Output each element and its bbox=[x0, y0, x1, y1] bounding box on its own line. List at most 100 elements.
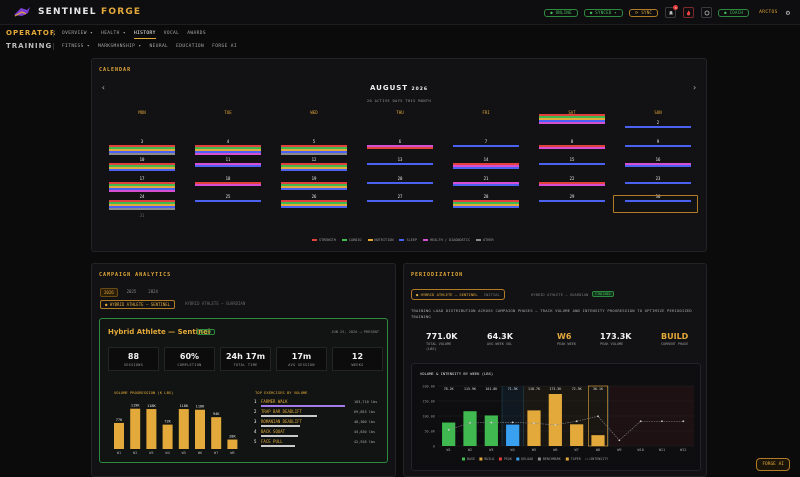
campaign-chip-guardian[interactable]: HYBRID ATHLETE — GUARDIAN bbox=[185, 301, 246, 306]
campaign-selector-sentinel[interactable]: ● HYBRID ATHLETE — SENTINEL INITIAL bbox=[411, 289, 505, 300]
tab-awards[interactable]: AWARDS bbox=[187, 30, 206, 36]
brand[interactable]: SENTINEL FORGE bbox=[12, 5, 141, 19]
volume-bar[interactable] bbox=[130, 408, 141, 449]
sync-button[interactable]: ⟳ SYNC bbox=[628, 8, 659, 17]
activity-bar bbox=[367, 163, 433, 165]
tab-education[interactable]: EDUCATION bbox=[176, 43, 205, 49]
volume-bar[interactable] bbox=[162, 424, 173, 449]
legend-label: TAPER bbox=[571, 457, 581, 461]
intensity-point bbox=[661, 420, 663, 423]
calendar-day-25[interactable]: 25 bbox=[225, 194, 231, 199]
calendar-day-6[interactable]: 6 bbox=[398, 139, 402, 144]
tab-history[interactable]: HISTORY bbox=[133, 30, 156, 39]
calendar-day-18[interactable]: 18 bbox=[225, 176, 231, 181]
volume-bar[interactable] bbox=[195, 409, 205, 449]
calendar-day-31[interactable]: 31 bbox=[139, 213, 145, 218]
calendar-day-2[interactable]: 2 bbox=[656, 120, 660, 125]
tab-forge-ai[interactable]: FORGE AI bbox=[212, 43, 238, 49]
week-tick-label: W6 bbox=[198, 451, 202, 455]
exercise-row[interactable]: 3 ROMANIAN DEADLIFT bbox=[254, 419, 302, 424]
activity-bar bbox=[109, 188, 175, 190]
tab-health[interactable]: HEALTH ▾ bbox=[101, 30, 126, 36]
calendar-day-11[interactable]: 11 bbox=[225, 157, 231, 162]
activity-bar bbox=[109, 190, 175, 192]
calendar-day-17[interactable]: 17 bbox=[139, 176, 145, 181]
week-tick-label: W4 bbox=[165, 451, 169, 455]
campaign-card[interactable]: Hybrid Athlete — Sentinel ACTIVE JUN 25,… bbox=[99, 318, 388, 463]
calendar-day-28[interactable]: 28 bbox=[483, 194, 489, 199]
exercise-rank: 3 bbox=[254, 419, 257, 424]
calendar-day-29[interactable]: 29 bbox=[569, 194, 575, 199]
calendar-day-24[interactable]: 24 bbox=[139, 194, 145, 199]
calendar-day-8[interactable]: 8 bbox=[570, 139, 574, 144]
gear-icon[interactable]: ⚙ bbox=[785, 8, 790, 17]
calendar-day-9[interactable]: 9 bbox=[656, 139, 660, 144]
coach-status[interactable]: ● COACH bbox=[718, 8, 750, 17]
top-bar: SENTINEL FORGE ● ONLINE ● SYNCED ▾ ⟳ SYN… bbox=[0, 0, 800, 25]
year-tab-2024[interactable]: 2024 bbox=[148, 289, 158, 294]
calendar-day-30[interactable]: 30 bbox=[655, 194, 661, 199]
campaign-selector-guardian[interactable]: HYBRID ATHLETE — GUARDIAN FINISHED bbox=[531, 291, 614, 297]
intensity-point bbox=[511, 421, 514, 424]
volume-bar bbox=[506, 424, 520, 446]
calendar-day-21[interactable]: 21 bbox=[483, 176, 489, 181]
calendar-day-15[interactable]: 15 bbox=[569, 157, 575, 162]
activity-bar bbox=[109, 208, 175, 210]
bell-icon[interactable]: 3 bbox=[665, 5, 679, 18]
week-tick-label: W1 bbox=[447, 448, 451, 452]
online-status[interactable]: ● ONLINE bbox=[544, 8, 578, 17]
exercise-row[interactable]: 2 TRAP BAR DEADLIFT bbox=[254, 409, 302, 414]
calendar-day-16[interactable]: 16 bbox=[655, 157, 661, 162]
calendar-day-23[interactable]: 23 bbox=[655, 176, 661, 181]
y-tick-label: 150.0K bbox=[422, 399, 436, 403]
calendar-day-26[interactable]: 26 bbox=[311, 194, 317, 199]
calendar-day-27[interactable]: 27 bbox=[397, 194, 403, 199]
volume-bar[interactable] bbox=[146, 409, 157, 449]
activity-bar bbox=[109, 149, 175, 151]
volume-bar[interactable] bbox=[178, 409, 189, 449]
user-name[interactable]: ARCTOS bbox=[759, 10, 778, 15]
exercise-row[interactable]: 1 FARMER WALK bbox=[254, 399, 288, 404]
calendar-day-7[interactable]: 7 bbox=[484, 139, 488, 144]
volume-intensity-chart: 200.0K 150.0K 100.0K 50.0K 0 78.2K 115.9K 101.8… bbox=[422, 384, 694, 461]
exercise-row[interactable]: 5 FACE PULL bbox=[254, 439, 283, 444]
calendar-day-13[interactable]: 13 bbox=[397, 157, 403, 162]
grid-icon[interactable] bbox=[701, 7, 713, 18]
tab-marksmanship[interactable]: MARKSMANSHIP ▾ bbox=[97, 43, 142, 49]
calendar-day-4[interactable]: 4 bbox=[226, 139, 230, 144]
selected-day-highlight[interactable] bbox=[613, 195, 698, 213]
prev-month-button[interactable]: ‹ bbox=[101, 83, 106, 92]
volume-bar[interactable] bbox=[211, 417, 222, 449]
next-month-button[interactable]: › bbox=[692, 83, 697, 92]
tab-vocal[interactable]: VOCAL bbox=[163, 30, 180, 36]
campaign-chip-sentinel[interactable]: ● HYBRID ATHLETE — SENTINEL bbox=[100, 300, 176, 309]
tab-neural[interactable]: NEURAL bbox=[149, 43, 169, 49]
calendar-day-20[interactable]: 20 bbox=[397, 176, 403, 181]
calendar-day-10[interactable]: 10 bbox=[139, 157, 145, 162]
week-tick-label: W7 bbox=[214, 451, 218, 455]
calendar-day-12[interactable]: 12 bbox=[311, 157, 317, 162]
activity-bar bbox=[109, 202, 175, 204]
calendar-day-22[interactable]: 22 bbox=[569, 176, 575, 181]
brand-name: SENTINEL FORGE bbox=[38, 7, 142, 17]
intensity-point bbox=[554, 423, 557, 426]
calendar-day-5[interactable]: 5 bbox=[312, 139, 316, 144]
year-tab-2026[interactable]: 2026 bbox=[100, 288, 118, 297]
exercise-volume-bar bbox=[261, 415, 318, 417]
tab-overview[interactable]: OVERVIEW ▾ bbox=[62, 30, 94, 36]
volume-bar[interactable] bbox=[227, 439, 238, 449]
tab-fitness[interactable]: FITNESS ▾ bbox=[62, 43, 90, 49]
volume-bar[interactable] bbox=[114, 422, 124, 449]
exercise-row[interactable]: 4 BACK SQUAT bbox=[254, 429, 285, 434]
sync-status-dropdown[interactable]: ● SYNCED ▾ bbox=[583, 8, 623, 17]
flame-icon[interactable] bbox=[683, 7, 695, 18]
volume-bar bbox=[442, 422, 456, 446]
operator-label: OPERATOR bbox=[6, 29, 57, 37]
stat-avg-session: 17m AVG SESSION bbox=[276, 347, 327, 371]
calendar-day-19[interactable]: 19 bbox=[311, 176, 317, 181]
calendar-day-14[interactable]: 14 bbox=[483, 157, 489, 162]
year-tab-2025[interactable]: 2025 bbox=[126, 289, 137, 294]
activity-bar bbox=[109, 145, 175, 147]
calendar-day-3[interactable]: 3 bbox=[140, 139, 144, 144]
forge-ai-button[interactable]: FORGE AI bbox=[756, 458, 790, 471]
